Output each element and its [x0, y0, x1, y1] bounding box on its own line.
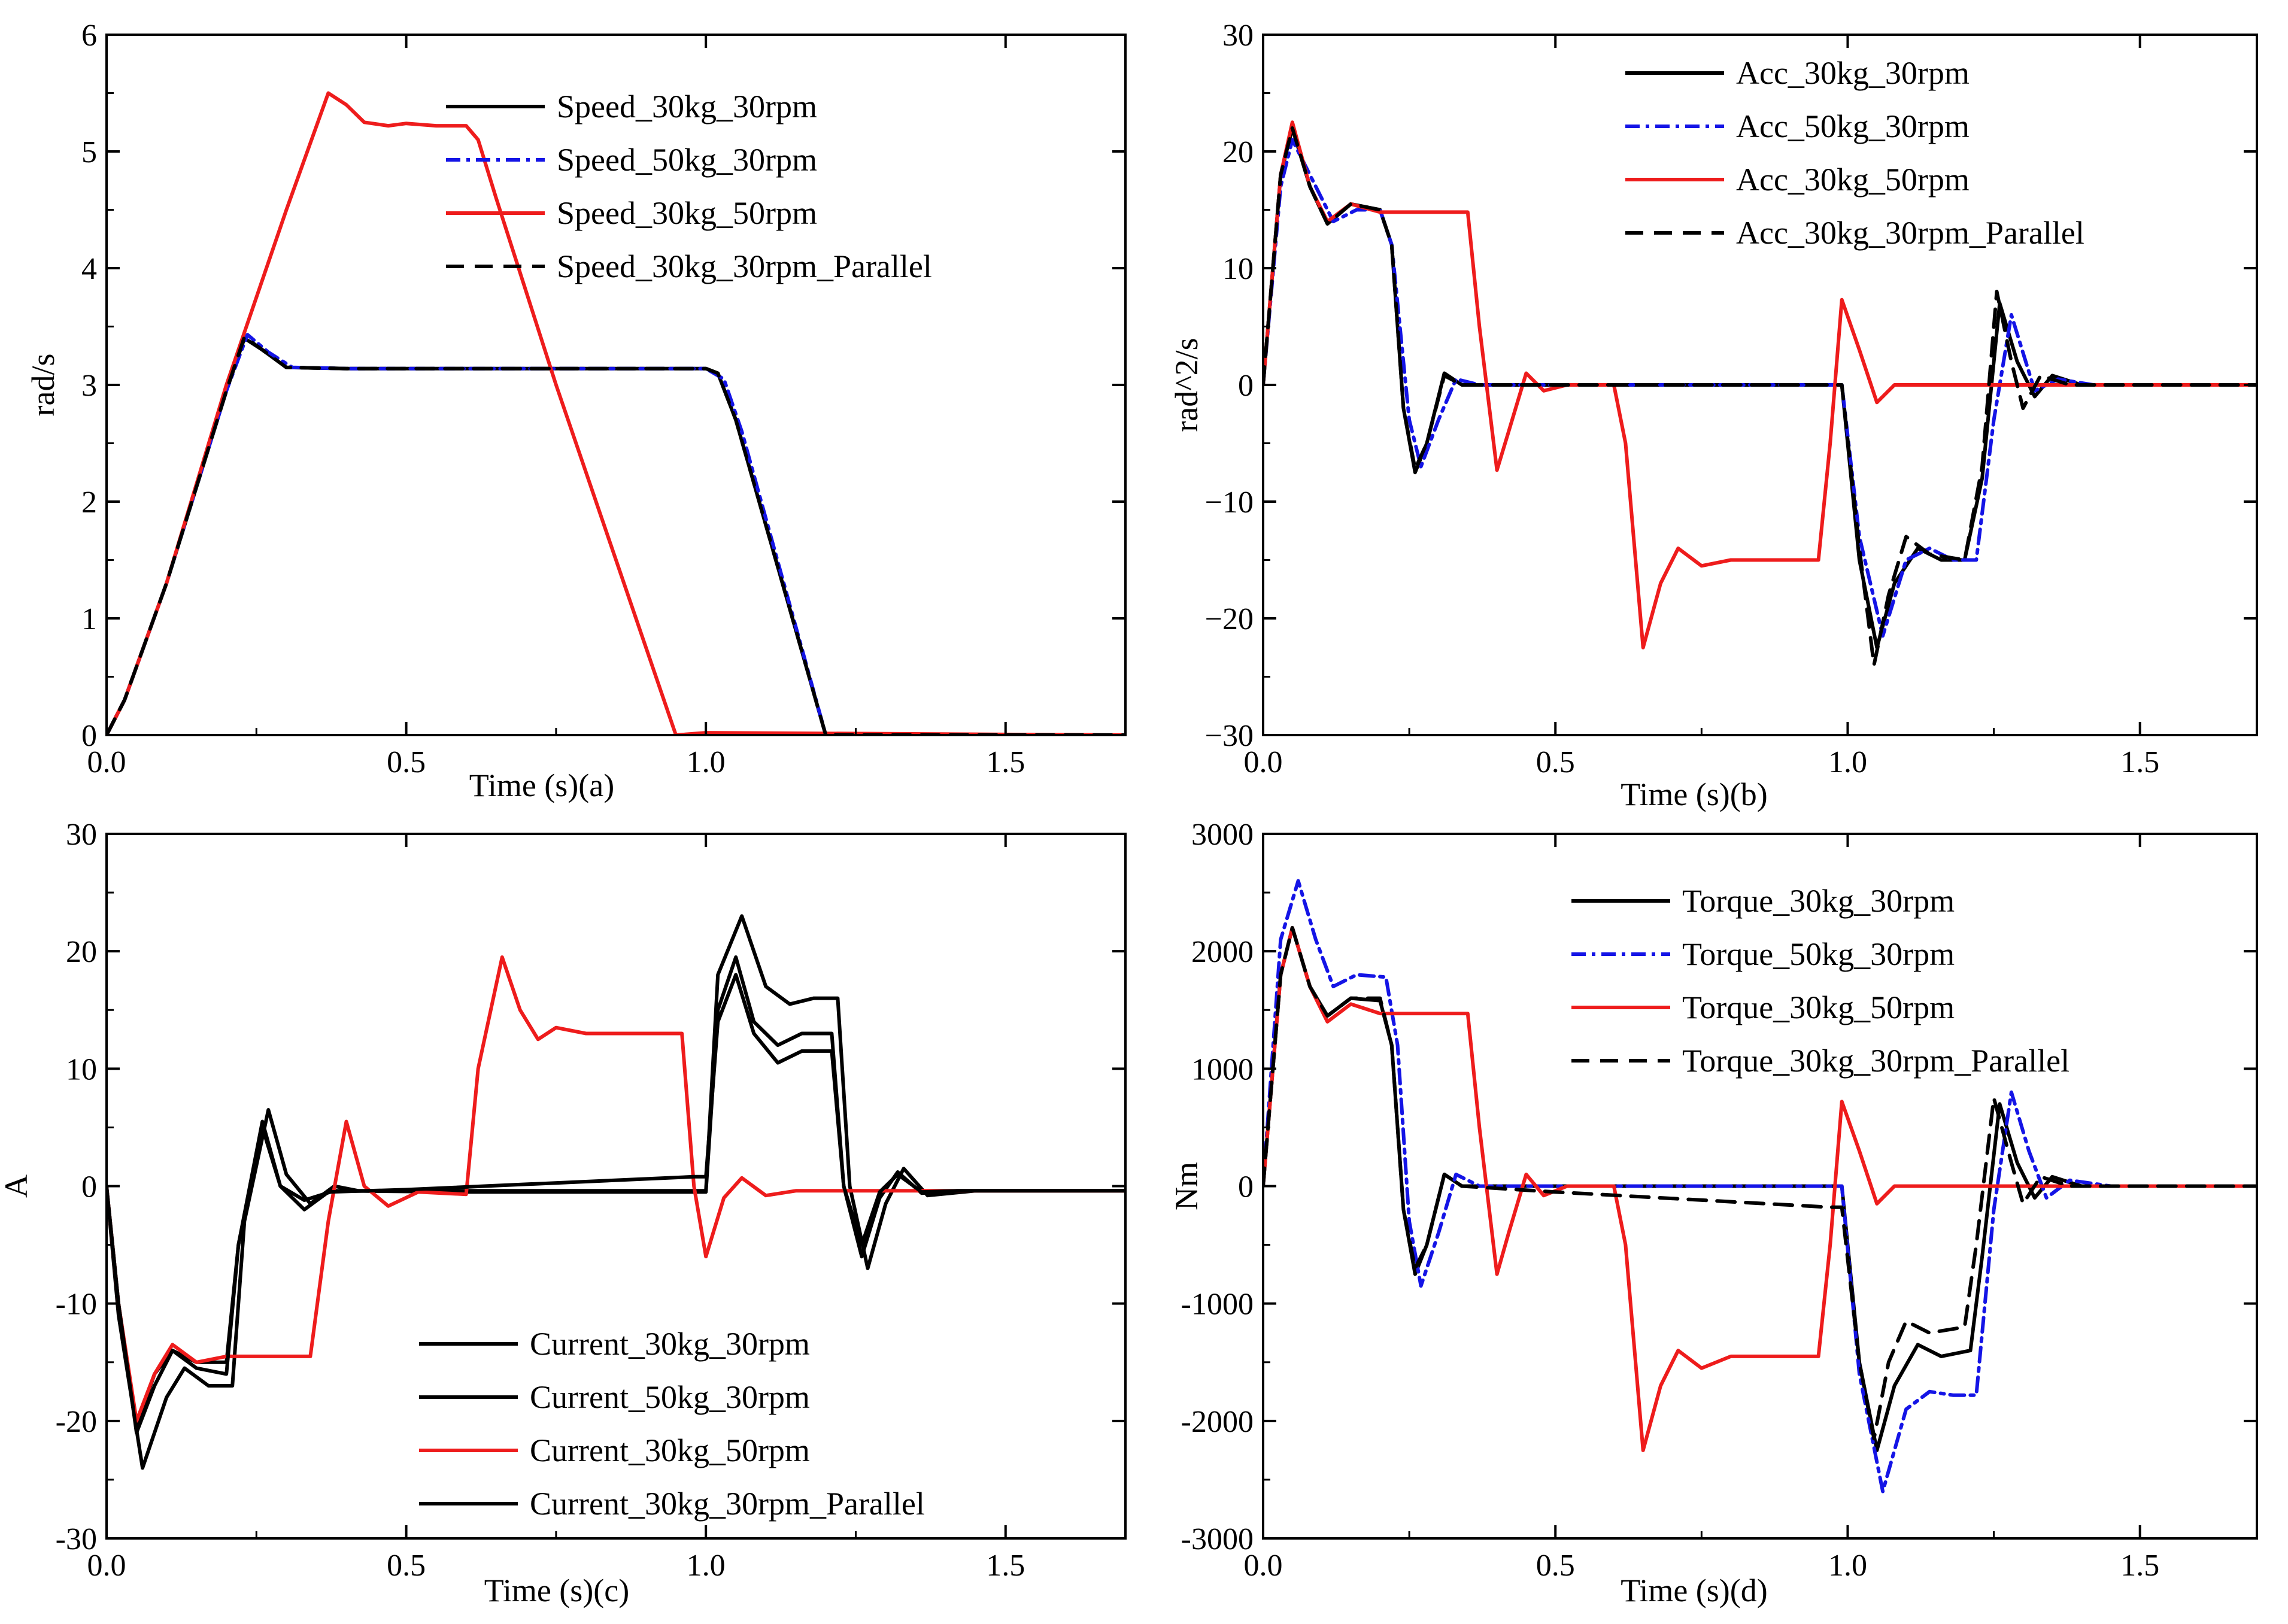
legend-label: Current_30kg_30rpm_Parallel: [530, 1486, 925, 1522]
y-tick-label: 10: [66, 1052, 97, 1086]
y-tick-label: 5: [81, 135, 97, 169]
series-line-c-3: [107, 973, 1125, 1435]
y-tick-label: 30: [1222, 19, 1254, 53]
y-tick-label: -1000: [1181, 1288, 1254, 1322]
legend-label: Speed_30kg_50rpm: [557, 195, 817, 231]
y-tick-label: 4: [81, 252, 97, 286]
x-tick-label: 0.0: [87, 745, 126, 779]
series-line-d-1: [1263, 879, 2257, 1494]
y-tick-label: −10: [1205, 485, 1254, 520]
y-tick-label: -3000: [1181, 1522, 1254, 1556]
y-tick-label: 20: [66, 935, 97, 969]
x-axis-title: Time (s)(a): [469, 767, 614, 803]
chart-a: 0.0 0.5 1.0 1.5 0 1 2 3 4 5 6 Time (s)(a) rad/s Speed…: [25, 19, 1127, 803]
x-tick-label: 1.0: [687, 1549, 726, 1583]
series-line-b-3: [1263, 126, 2257, 667]
legend-label: Current_30kg_50rpm: [530, 1432, 810, 1468]
legend-label: Speed_30kg_30rpm: [557, 89, 817, 125]
y-tick-label: 3000: [1191, 818, 1254, 852]
series-line-a-2: [107, 91, 1125, 735]
y-axis-title: Nm: [1169, 1162, 1204, 1210]
y-axis-title: A: [0, 1174, 34, 1198]
y-tick-label: 30: [66, 818, 97, 852]
y-tick-label: −20: [1205, 602, 1254, 636]
y-tick-label: 6: [81, 19, 97, 53]
y-tick-label: 10: [1222, 252, 1254, 286]
legend-d: Torque_30kg_30rpm Torque_50kg_30rpm Torque…: [1571, 883, 2069, 1079]
chart-d: 0.0 0.5 1.0 1.5 -3000 -2000 -1000 0 1000 2000 3000…: [1169, 818, 2258, 1608]
legend-label: Torque_30kg_30rpm_Parallel: [1682, 1043, 2069, 1079]
y-tick-label: 0: [81, 1170, 97, 1204]
y-tick-label: 3: [81, 369, 97, 403]
legend-label: Speed_30kg_30rpm_Parallel: [557, 248, 932, 284]
x-tick-label: 0.5: [387, 1549, 426, 1583]
x-axis-title: Time (s)(b): [1621, 776, 1768, 812]
x-tick-label: 0.0: [87, 1549, 126, 1583]
series-line-a-3: [107, 335, 1125, 735]
y-tick-label: -10: [56, 1288, 97, 1322]
legend-label: Acc_30kg_30rpm_Parallel: [1736, 215, 2084, 251]
series-group-a: [107, 91, 1125, 735]
series-line-d-3: [1263, 925, 2257, 1441]
legend-a: Speed_30kg_30rpm Speed_50kg_30rpm Speed_30…: [446, 89, 932, 284]
y-tick-label: 0: [1238, 369, 1254, 403]
y-tick-label: 0: [81, 719, 97, 753]
x-tick-label: 0.5: [387, 745, 426, 779]
y-tick-label: -2000: [1181, 1405, 1254, 1439]
y-tick-label: -30: [56, 1522, 97, 1556]
y-tick-label: 2: [81, 485, 97, 520]
x-axis-title: Time (s)(c): [484, 1573, 629, 1608]
legend-label: Acc_30kg_50rpm: [1736, 162, 1970, 198]
y-tick-label: 1: [81, 602, 97, 636]
y-tick-label: 0: [1238, 1170, 1254, 1204]
legend-label: Current_50kg_30rpm: [530, 1379, 810, 1415]
x-tick-label: 0.0: [1244, 745, 1283, 779]
y-tick-label: 1000: [1191, 1052, 1254, 1086]
x-tick-label: 1.0: [1828, 745, 1867, 779]
x-tick-label: 0.5: [1536, 745, 1575, 779]
y-axis-title: rad^2/s: [1169, 338, 1204, 432]
x-tick-label: 1.0: [1828, 1549, 1867, 1583]
legend-label: Acc_30kg_30rpm: [1736, 55, 1970, 91]
chart-b: 0.0 0.5 1.0 1.5 −30 −20 −10 0 10 20 30 Time (s)(b) r…: [1169, 19, 2258, 812]
x-axis-title: Time (s)(d): [1621, 1573, 1768, 1608]
series-line-d-2: [1263, 925, 2257, 1452]
y-tick-label: -20: [56, 1405, 97, 1439]
y-tick-label: 2000: [1191, 935, 1254, 969]
y-tick-label: −30: [1205, 719, 1254, 753]
y-tick-label: 20: [1222, 135, 1254, 169]
legend-label: Current_30kg_30rpm: [530, 1326, 810, 1362]
legend-label: Acc_50kg_30rpm: [1736, 108, 1970, 144]
x-tick-label: 1.0: [687, 745, 726, 779]
legend-b: Acc_30kg_30rpm Acc_50kg_30rpm Acc_30kg_50r…: [1625, 55, 2084, 251]
legend-c: Current_30kg_30rpm Current_50kg_30rpm Curr…: [419, 1326, 925, 1522]
y-axis-title: rad/s: [25, 354, 61, 417]
x-tick-label: 0.5: [1536, 1549, 1575, 1583]
x-tick-label: 1.5: [986, 1549, 1025, 1583]
series-group-d: [1263, 879, 2257, 1494]
x-tick-label: 1.5: [2120, 1549, 2159, 1583]
series-group-c: [107, 914, 1125, 1470]
x-tick-label: 1.5: [2120, 745, 2159, 779]
series-group-b: [1263, 120, 2257, 667]
x-tick-label: 0.0: [1244, 1549, 1283, 1583]
legend-label: Torque_50kg_30rpm: [1682, 936, 1955, 972]
chart-c: 0.0 0.5 1.0 1.5 -30 -20 -10 0 10 20 30 Time (s)(c) A…: [0, 818, 1127, 1608]
legend-label: Torque_30kg_50rpm: [1682, 989, 1955, 1025]
x-tick-label: 1.5: [986, 745, 1025, 779]
legend-label: Torque_30kg_30rpm: [1682, 883, 1955, 919]
legend-label: Speed_50kg_30rpm: [557, 142, 817, 178]
series-line-c-2: [107, 955, 1125, 1423]
